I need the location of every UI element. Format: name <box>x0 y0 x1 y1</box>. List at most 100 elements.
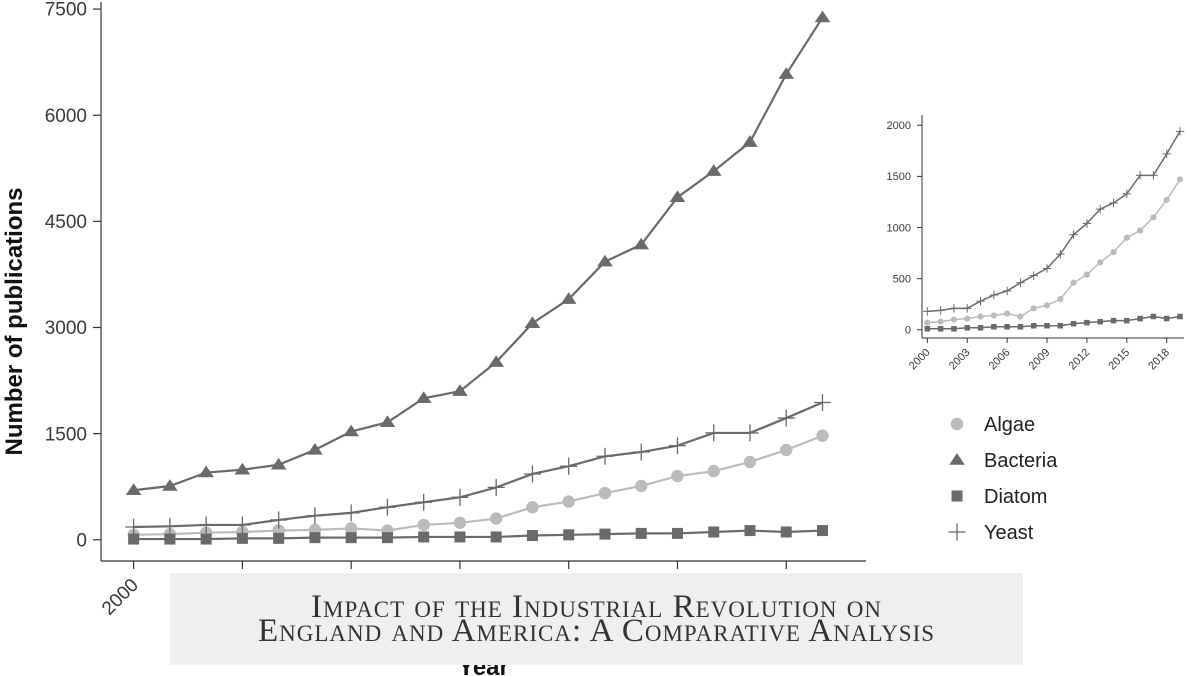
data-point-algae <box>937 318 944 325</box>
data-point-diatom <box>744 525 756 537</box>
data-point-algae <box>1070 279 1077 286</box>
data-point-bacteria <box>524 316 541 328</box>
data-point-diatom <box>128 533 140 545</box>
data-point-algae <box>1043 302 1051 309</box>
data-point-bacteria <box>669 190 686 203</box>
data-point-yeast <box>1095 204 1105 214</box>
data-point-diatom <box>1004 323 1010 330</box>
data-point-diatom <box>164 533 176 545</box>
data-point-yeast <box>523 465 541 483</box>
data-point-diatom <box>1163 315 1170 322</box>
data-point-yeast <box>962 304 972 313</box>
data-point-diatom <box>309 532 321 544</box>
y-tick-label: 6000 <box>45 106 87 127</box>
data-point-algae <box>1017 313 1024 320</box>
series-line-algae <box>133 434 823 536</box>
data-point-diatom <box>780 526 792 538</box>
circle-marker-icon <box>950 417 964 431</box>
data-point-diatom <box>1030 322 1037 329</box>
data-point-yeast <box>560 457 578 475</box>
data-point-yeast <box>451 488 469 506</box>
data-point-yeast <box>415 493 433 511</box>
data-point-yeast <box>306 507 324 525</box>
data-point-algae <box>671 469 684 483</box>
y-tick-label: 2000 <box>887 120 911 132</box>
data-point-yeast <box>705 424 723 442</box>
x-tick-label: 2015 <box>1106 347 1132 373</box>
data-point-yeast <box>976 296 985 306</box>
plus-marker-icon <box>948 523 966 541</box>
data-point-algae <box>1030 305 1037 312</box>
data-point-bacteria <box>307 442 323 455</box>
square-marker-icon <box>951 490 963 502</box>
data-point-yeast <box>741 424 759 442</box>
data-point-bacteria <box>742 135 758 147</box>
data-point-diatom <box>345 532 357 544</box>
data-point-algae <box>780 443 793 457</box>
data-point-yeast <box>949 304 959 313</box>
data-point-bacteria <box>379 415 396 428</box>
x-tick-label: 2012 <box>1067 347 1093 373</box>
data-point-algae <box>950 316 958 323</box>
data-point-bacteria <box>560 292 577 304</box>
data-point-diatom <box>563 529 575 541</box>
data-point-diatom <box>1177 313 1183 320</box>
y-tick-label: 1500 <box>887 171 911 183</box>
data-point-algae <box>964 315 971 322</box>
data-point-diatom <box>454 531 466 543</box>
data-point-bacteria <box>488 355 504 367</box>
caption-title: Impact of the Industrial Revolution on E… <box>257 589 936 649</box>
y-tick-label: 4500 <box>45 212 87 233</box>
data-point-diatom <box>1150 313 1157 320</box>
data-point-algae <box>1163 196 1170 204</box>
x-tick-label: 2000 <box>98 575 143 620</box>
data-point-bacteria <box>415 391 432 403</box>
data-point-diatom <box>937 326 944 332</box>
data-point-diatom <box>200 533 212 545</box>
data-point-algae <box>453 516 467 529</box>
data-point-bacteria <box>778 67 795 79</box>
series-line-yeast <box>133 401 823 529</box>
data-point-yeast <box>1149 171 1158 180</box>
data-point-algae <box>990 312 997 319</box>
series-line-yeast <box>927 130 1181 313</box>
data-point-diatom <box>599 528 611 540</box>
data-point-diatom <box>1017 323 1024 330</box>
data-point-diatom <box>991 323 997 330</box>
data-point-yeast <box>1016 278 1025 288</box>
data-point-diatom <box>1124 317 1130 324</box>
data-point-diatom <box>418 531 430 543</box>
data-point-diatom <box>951 326 957 332</box>
series-line-algae <box>927 179 1181 324</box>
data-point-diatom <box>381 532 393 544</box>
data-point-bacteria <box>452 384 468 396</box>
data-point-algae <box>344 522 358 535</box>
data-point-yeast <box>270 511 288 529</box>
data-point-diatom <box>1084 319 1090 326</box>
data-point-algae <box>562 495 575 508</box>
data-point-yeast <box>487 478 505 496</box>
data-point-algae <box>526 501 539 514</box>
legend-label-diatom: Diatom <box>984 486 1047 508</box>
data-point-yeast <box>596 447 614 465</box>
data-point-diatom <box>977 325 984 331</box>
y-axis-label: Number of publications <box>1 187 28 455</box>
y-tick-label: 1500 <box>45 424 87 445</box>
data-point-diatom <box>526 530 538 542</box>
data-point-yeast <box>1002 286 1012 296</box>
series-line-bacteria <box>133 16 824 492</box>
y-tick-label: 500 <box>893 274 911 286</box>
data-point-yeast <box>813 393 831 411</box>
data-point-bacteria <box>162 479 178 491</box>
data-point-yeast <box>1109 198 1118 208</box>
data-point-algae <box>1176 176 1184 183</box>
data-point-yeast <box>1082 219 1092 228</box>
data-point-yeast <box>1029 271 1038 280</box>
data-point-yeast <box>936 306 945 315</box>
data-point-algae <box>489 512 503 525</box>
inset-chart: 0 500 1000 1500 2000 2000 2003 2006 2009 2012 2015… <box>887 115 1185 372</box>
y-tick-label: 0 <box>905 325 911 337</box>
data-point-bacteria <box>198 465 214 478</box>
y-tick-label: 7500 <box>45 0 87 21</box>
data-point-diatom <box>816 525 828 537</box>
